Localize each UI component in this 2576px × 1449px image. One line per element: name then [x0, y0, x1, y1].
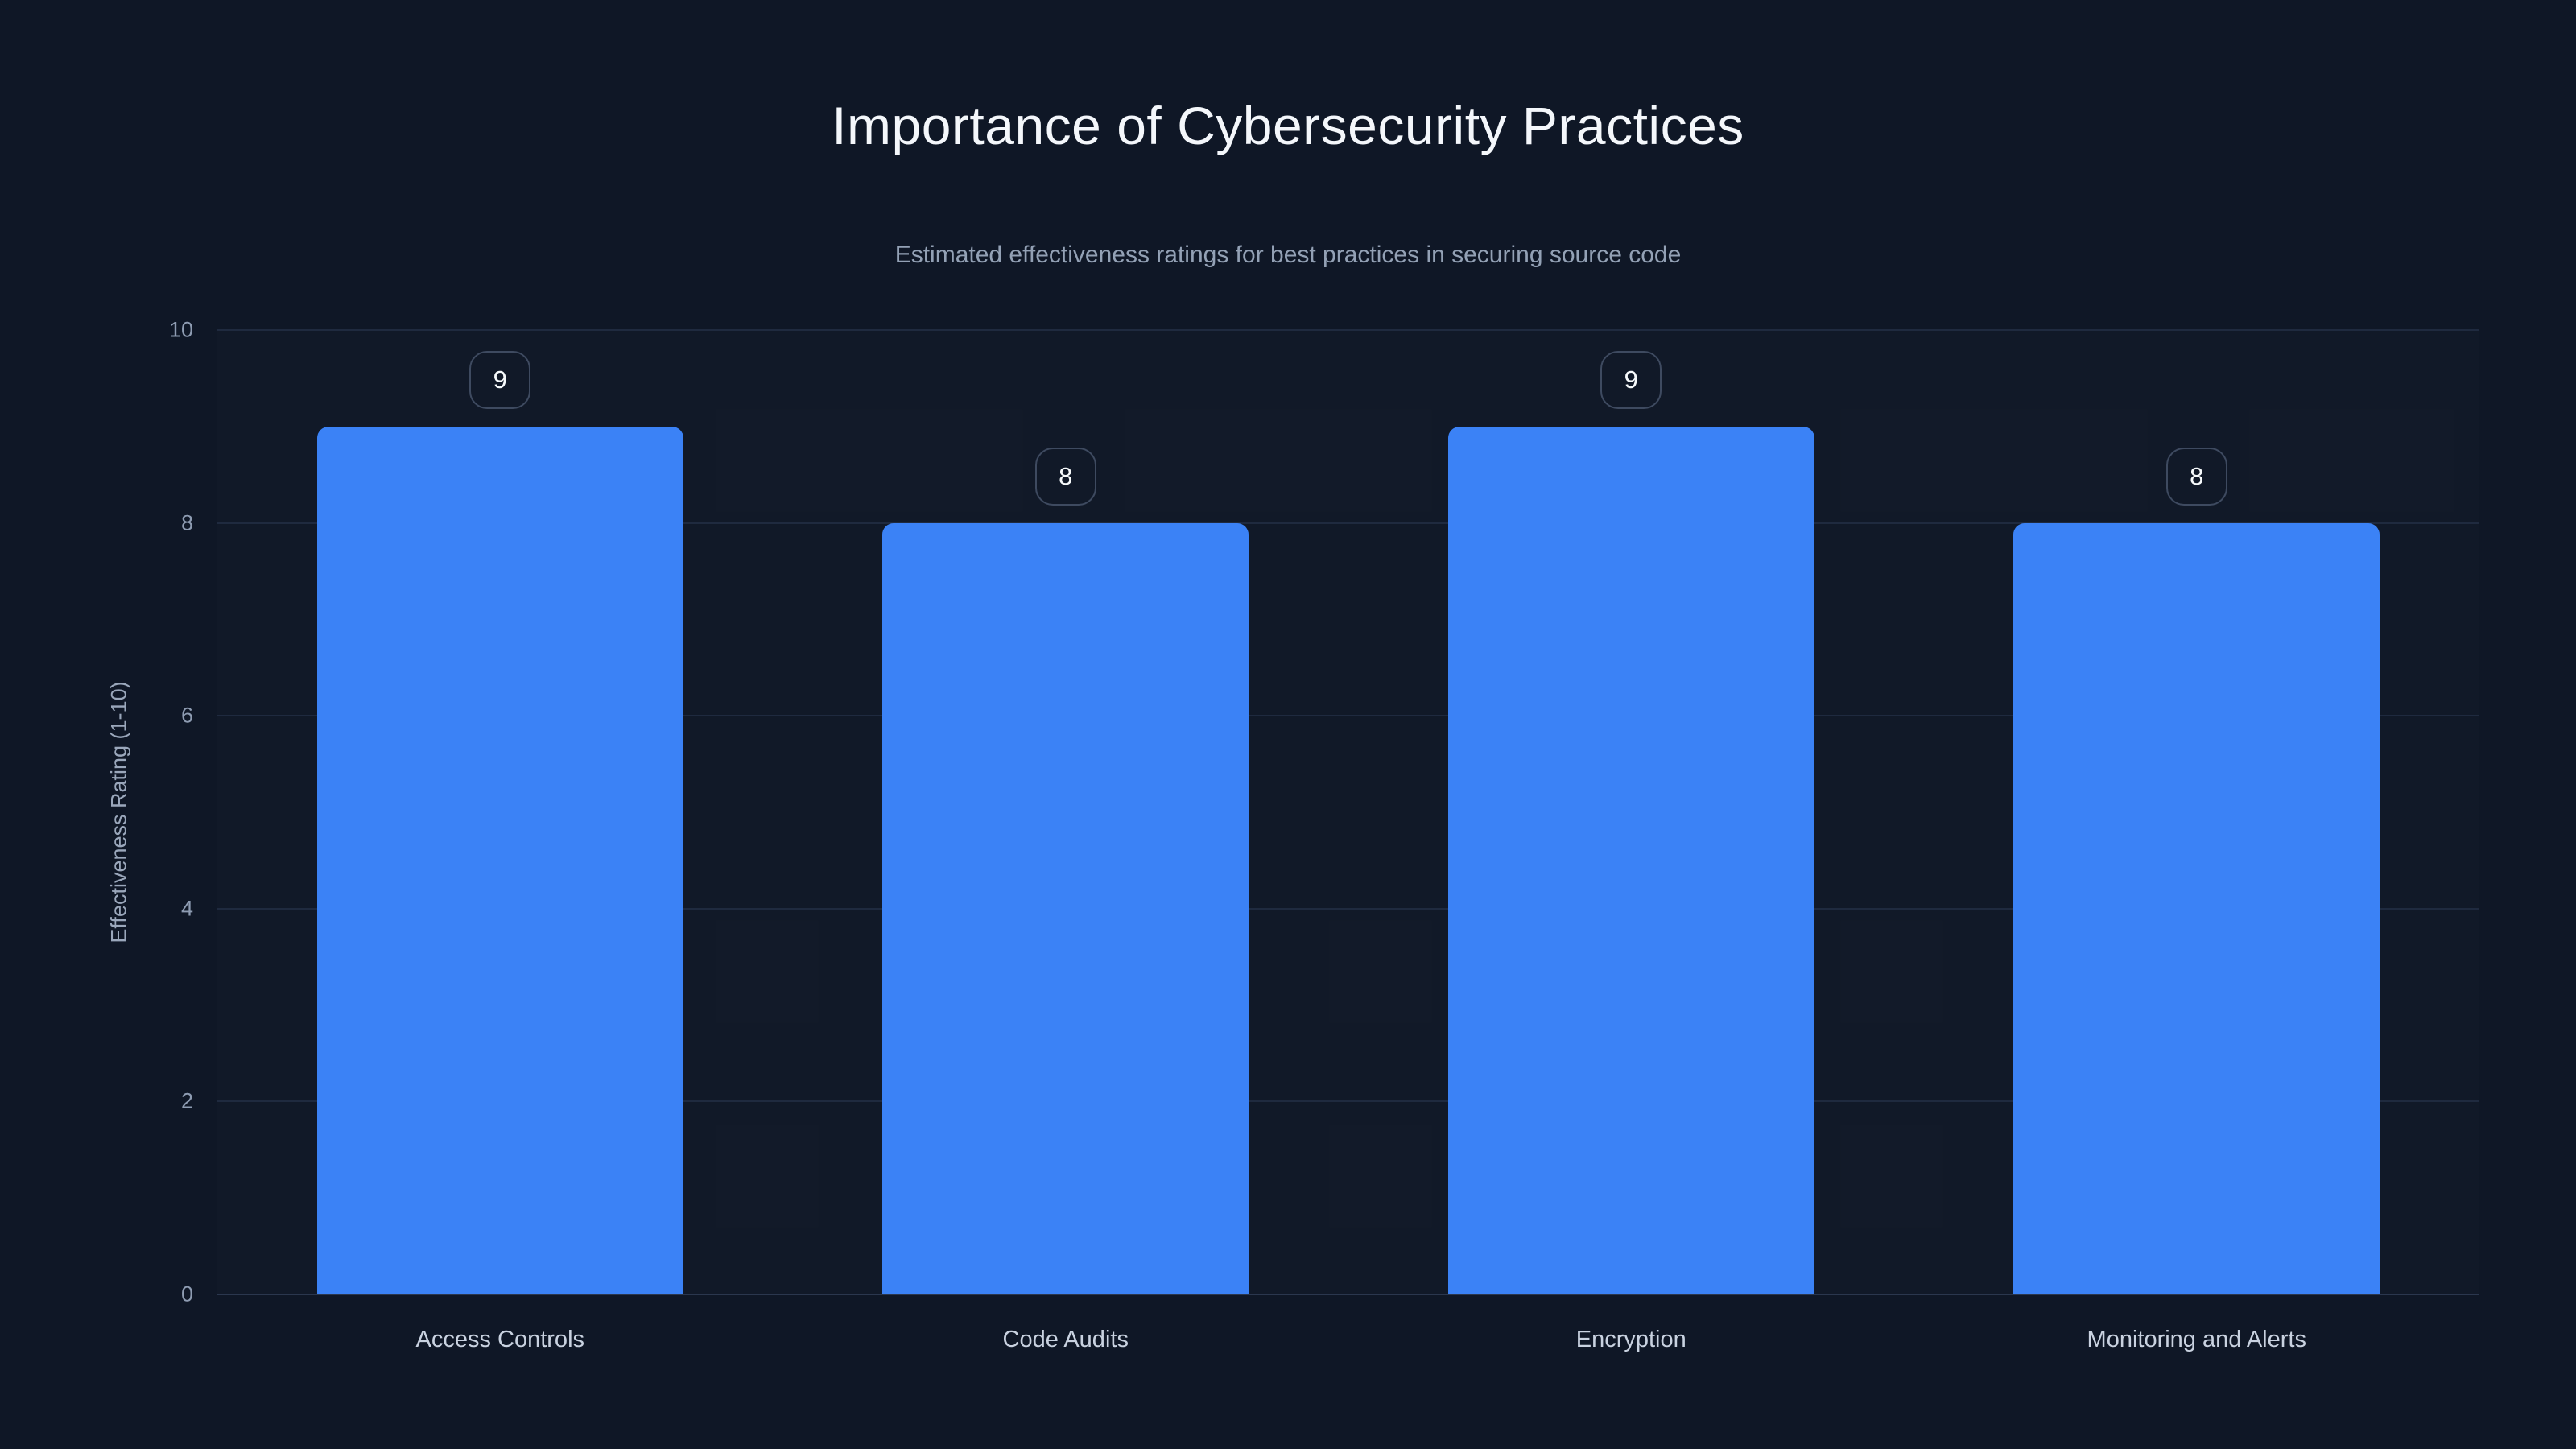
x-category-label-access-controls: Access Controls — [415, 1327, 585, 1352]
x-category-label-monitoring-and-alerts: Monitoring and Alerts — [2087, 1327, 2306, 1352]
value-badge-access-controls: 9 — [469, 350, 531, 409]
gridline-y-0 — [217, 1294, 2479, 1295]
y-tick-label-10: 10 — [168, 317, 193, 342]
y-tick-label-4: 4 — [180, 896, 193, 921]
value-badge-encryption: 9 — [1600, 350, 1662, 409]
chart-subtitle: Estimated effectiveness ratings for best… — [894, 242, 1682, 268]
gridline-y-4 — [217, 907, 2479, 910]
gridline-y-2 — [217, 1100, 2479, 1103]
y-tick-label-0: 0 — [180, 1282, 193, 1307]
plot-area — [217, 329, 2479, 1295]
value-badge-code-audits: 8 — [1034, 447, 1096, 506]
gridline-y-6 — [217, 715, 2479, 717]
chart-title: Importance of Cybersecurity Practices — [832, 96, 1744, 155]
gridline-y-8 — [217, 522, 2479, 524]
bar-monitoring-and-alerts[interactable] — [2013, 522, 2380, 1294]
bar-code-audits[interactable] — [882, 522, 1249, 1294]
value-badge-monitoring-and-alerts: 8 — [2165, 447, 2227, 506]
gridline-y-10 — [217, 329, 2479, 331]
bar-access-controls[interactable] — [316, 426, 683, 1294]
bar-encryption[interactable] — [1447, 426, 1814, 1294]
x-category-label-encryption: Encryption — [1575, 1327, 1686, 1352]
y-tick-label-8: 8 — [180, 510, 193, 535]
y-tick-label-2: 2 — [180, 1088, 193, 1113]
y-tick-label-6: 6 — [180, 703, 193, 728]
x-category-label-code-audits: Code Audits — [1002, 1327, 1129, 1352]
